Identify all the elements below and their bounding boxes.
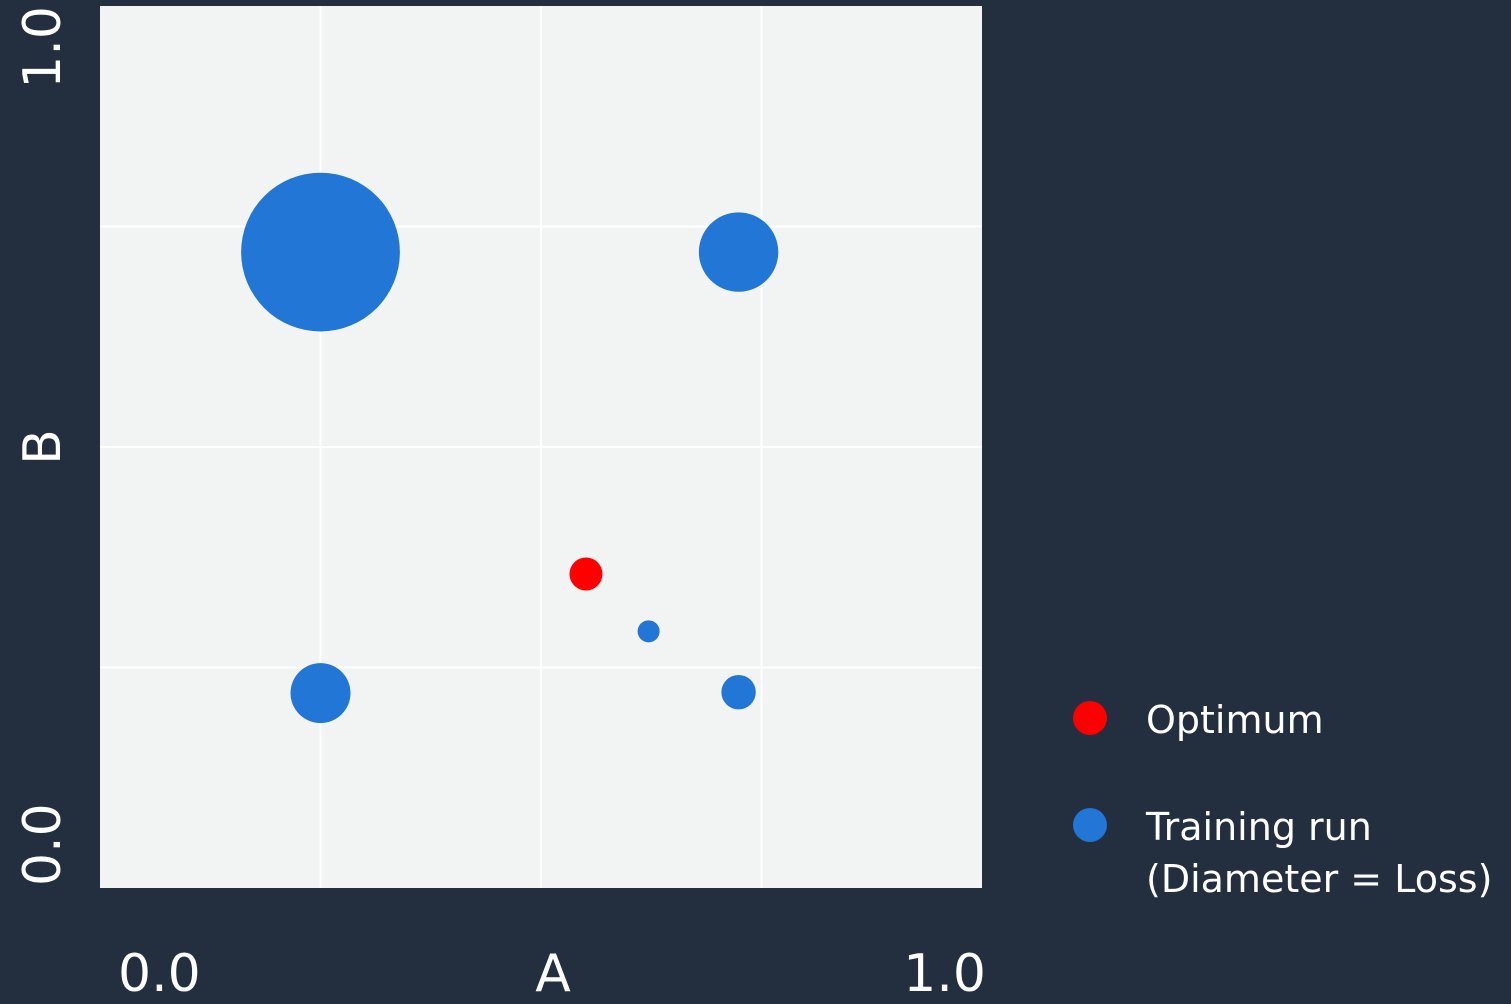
x-tick-label: 1.0 (903, 944, 986, 1004)
bubble (241, 172, 400, 332)
y-axis-label: B (13, 429, 73, 465)
legend-label: Training run (Diameter = Loss) (1146, 805, 1493, 901)
x-axis-label: A (535, 944, 571, 1004)
bubble (721, 674, 756, 710)
y-tick-label: 1.0 (13, 6, 73, 89)
legend-marker (1073, 808, 1107, 842)
legend-marker (1073, 701, 1107, 735)
bubble (290, 663, 351, 724)
point (569, 557, 603, 591)
x-tick-label: 0.0 (118, 944, 201, 1004)
y-tick-label: 0.0 (13, 803, 73, 886)
legend-label: Optimum (1146, 698, 1324, 742)
bubble (637, 620, 660, 643)
bubble (698, 212, 779, 292)
